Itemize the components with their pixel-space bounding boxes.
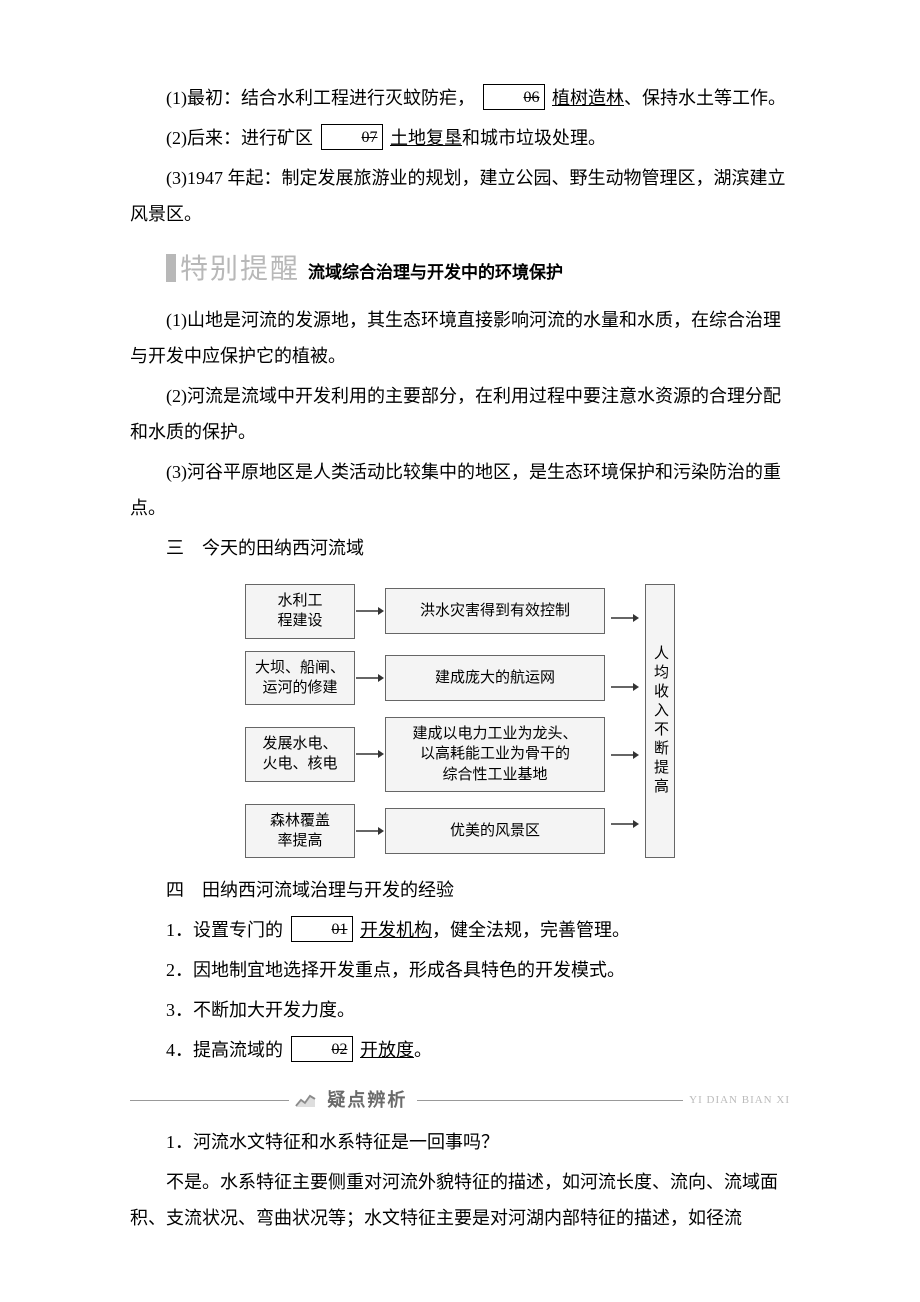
arrow-icon [355, 825, 385, 837]
flow-left-box-2: 发展水电、火电、核电 [245, 727, 355, 782]
special-p3: (3)河谷平原地区是人类活动比较集中的地区，是生态环境保护和污染防治的重点。 [130, 454, 790, 526]
divider-line-right [417, 1100, 683, 1101]
section-4-heading: 四 田纳西河流域治理与开发的经验 [130, 872, 790, 908]
special-subtitle: 流域综合治理与开发中的环境保护 [308, 256, 563, 290]
flow-left-box-3: 森林覆盖率提高 [245, 804, 355, 859]
arrow-icon [355, 748, 385, 760]
experience-2: 2．因地制宜地选择开发重点，形成各具特色的开发模式。 [130, 952, 790, 988]
section-divider: 疑点辨析 YI DIAN BIAN XI [130, 1082, 790, 1118]
paragraph-3: (3)1947 年起：制定发展旅游业的规划，建立公园、野生动物管理区，湖滨建立风… [130, 160, 790, 232]
badge-02: 02 [291, 1036, 353, 1062]
paragraph-2: (2)后来：进行矿区 07 土地复垦和城市垃圾处理。 [130, 120, 790, 156]
special-p2: (2)河流是流域中开发利用的主要部分，在利用过程中要注意水资源的合理分配和水质的… [130, 378, 790, 450]
flow-mid-box-2: 建成以电力工业为龙头、以高耗能工业为骨干的综合性工业基地 [385, 717, 605, 792]
special-title: 特别提醒 [180, 242, 300, 298]
p3-text: (3)1947 年起：制定发展旅游业的规划，建立公园、野生动物管理区，湖滨建立风… [130, 168, 786, 224]
arrow-icon [605, 584, 645, 653]
experience-4: 4．提高流域的 02 开放度。 [130, 1032, 790, 1068]
answer-1: 不是。水系特征主要侧重对河流外貌特征的描述，如河流长度、流向、流域面积、支流状况… [130, 1164, 790, 1236]
p2-blank: 土地复垦 [390, 128, 462, 148]
badge-06: 06 [483, 84, 545, 110]
flow-left-box-1: 大坝、船闸、运河的修建 [245, 651, 355, 706]
flow-left-box-0: 水利工程建设 [245, 584, 355, 639]
experience-1: 1．设置专门的 01 开发机构，健全法规，完善管理。 [130, 912, 790, 948]
flow-mid-box-1: 建成庞大的航运网 [385, 655, 605, 701]
flow-row-3: 森林覆盖率提高优美的风景区 [245, 804, 605, 859]
experience-3: 3．不断加大开发力度。 [130, 992, 790, 1028]
badge-07: 07 [321, 124, 383, 150]
p1-text-c: 、保持水土等工作。 [624, 88, 786, 108]
flow-mid-box-0: 洪水灾害得到有效控制 [385, 588, 605, 634]
arrow-icon [605, 721, 645, 790]
divider-line-left [130, 1100, 289, 1101]
flow-row-0: 水利工程建设洪水灾害得到有效控制 [245, 584, 605, 639]
divider-pinyin: YI DIAN BIAN XI [689, 1089, 790, 1111]
p1-text-a: (1)最初：结合水利工程进行灭蚊防疟， [166, 88, 475, 108]
flow-row-1: 大坝、船闸、运河的修建建成庞大的航运网 [245, 651, 605, 706]
special-p1: (1)山地是河流的发源地，其生态环境直接影响河流的水量和水质，在综合治理与开发中… [130, 302, 790, 374]
divider-title: 疑点辨析 [327, 1082, 407, 1118]
p2-text-a: (2)后来：进行矿区 [166, 128, 313, 148]
paragraph-1: (1)最初：结合水利工程进行灭蚊防疟， 06 植树造林、保持水土等工作。 [130, 80, 790, 116]
section-3-heading: 三 今天的田纳西河流域 [130, 530, 790, 566]
chart-icon [295, 1091, 317, 1109]
flowchart-result-box: 人均收入不断提高 [645, 584, 675, 858]
arrow-icon [605, 653, 645, 722]
flowchart: 水利工程建设洪水灾害得到有效控制大坝、船闸、运河的修建建成庞大的航运网发展水电、… [130, 584, 790, 858]
badge-01: 01 [291, 916, 353, 942]
arrow-icon [355, 672, 385, 684]
flowchart-result-text: 人均收入不断提高 [645, 645, 675, 797]
heading-bar-icon [166, 254, 176, 282]
flow-mid-box-3: 优美的风景区 [385, 808, 605, 854]
arrow-icon [355, 605, 385, 617]
arrow-icon [605, 790, 645, 859]
question-1: 1．河流水文特征和水系特征是一回事吗？ [130, 1124, 790, 1160]
special-reminder-heading: 特别提醒 流域综合治理与开发中的环境保护 [130, 242, 790, 298]
flow-row-2: 发展水电、火电、核电建成以电力工业为龙头、以高耗能工业为骨干的综合性工业基地 [245, 717, 605, 792]
p2-text-c: 和城市垃圾处理。 [462, 128, 606, 148]
p1-blank: 植树造林 [552, 88, 624, 108]
